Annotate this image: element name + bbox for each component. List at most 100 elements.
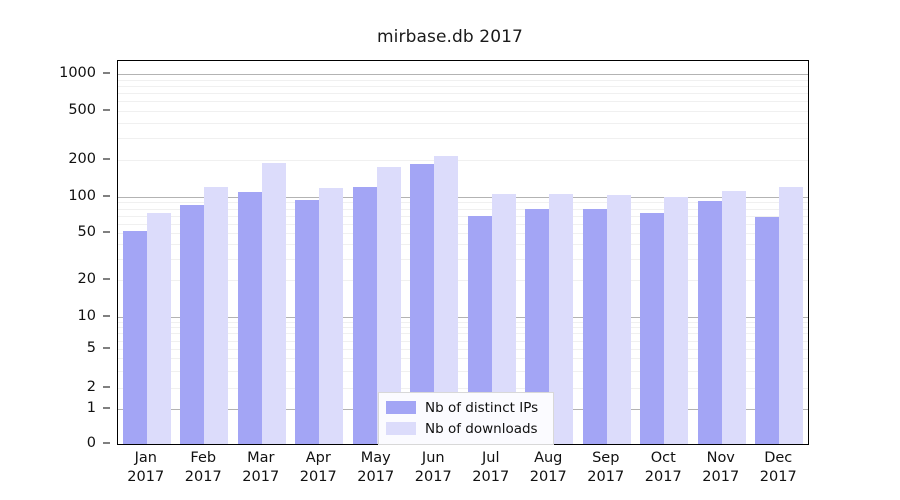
y-tick-label: 5 [86, 340, 96, 356]
x-tick-label: Dec 2017 [760, 449, 797, 487]
y-tick-mark [103, 195, 110, 197]
x-tick-month: Dec [764, 450, 793, 466]
x-tick-year: 2017 [242, 469, 280, 485]
x-tick-month: Apr [305, 450, 331, 466]
gridline [118, 317, 808, 318]
bar [664, 197, 689, 444]
x-tick-month: Nov [706, 450, 735, 466]
y-tick-mark [103, 158, 110, 160]
bar [122, 230, 147, 444]
y-tick-label: 1 [86, 400, 96, 416]
gridline [118, 327, 808, 329]
y-tick-label: 0 [86, 435, 96, 451]
y-axis: 0 1 2 5 10 20 50 100 200 500 1000 [0, 60, 110, 451]
gridline [118, 197, 808, 198]
x-tick-year: 2017 [414, 469, 452, 485]
y-tick-label: 500 [68, 102, 96, 118]
y-tick-label: 100 [68, 188, 96, 204]
bar [721, 191, 746, 444]
bar [146, 213, 171, 444]
gridline [118, 122, 808, 124]
x-tick-year: 2017 [299, 469, 337, 485]
bar [697, 200, 722, 444]
legend-swatch-icon [386, 401, 416, 414]
chart-title: mirbase.db 2017 [377, 27, 523, 47]
x-tick-month: Jan [134, 450, 157, 466]
gridline [118, 215, 808, 217]
x-tick-label: Feb 2017 [185, 449, 222, 487]
gridline [118, 223, 808, 225]
x-tick-label: Jun 2017 [415, 449, 452, 487]
gridline [118, 244, 808, 246]
legend-label: Nb of downloads [425, 420, 538, 437]
x-tick-year: 2017 [759, 469, 797, 485]
bar [779, 187, 804, 444]
bar [204, 187, 229, 444]
gridline [118, 93, 808, 95]
bar [237, 191, 262, 444]
x-tick-month: Feb [190, 450, 217, 466]
y-tick-label: 2 [86, 379, 96, 395]
bar [606, 194, 631, 444]
y-tick-mark [103, 231, 110, 233]
gridline [118, 280, 808, 281]
x-tick-label: Aug 2017 [530, 449, 567, 487]
x-tick-year: 2017 [184, 469, 222, 485]
gridline [118, 233, 808, 234]
legend-swatch-icon [386, 422, 416, 435]
x-tick-year: 2017 [127, 469, 165, 485]
y-tick-mark [103, 109, 110, 111]
bars-layer [118, 61, 808, 444]
y-tick-mark [103, 386, 110, 388]
x-tick-label: May 2017 [357, 449, 394, 487]
x-tick-label: Oct 2017 [645, 449, 682, 487]
y-tick-label: 10 [77, 308, 96, 324]
gridline [118, 111, 808, 112]
bar [640, 212, 665, 444]
x-tick-month: Aug [534, 450, 563, 466]
gridline [118, 333, 808, 335]
x-tick-label: Apr 2017 [300, 449, 337, 487]
bar [295, 199, 320, 444]
x-tick-month: Mar [247, 450, 275, 466]
bar [352, 187, 377, 444]
gridline [118, 340, 808, 342]
gridline [118, 101, 808, 103]
gridline [118, 259, 808, 261]
gridline [118, 208, 808, 210]
chart-legend: Nb of distinct IPs Nb of downloads [378, 392, 554, 445]
x-tick-year: 2017 [644, 469, 682, 485]
y-tick-label: 1000 [59, 65, 96, 81]
y-tick-label: 20 [77, 271, 96, 287]
y-tick-mark [103, 72, 110, 74]
y-tick-label: 200 [68, 151, 96, 167]
y-tick-mark [103, 278, 110, 280]
gridline [118, 138, 808, 140]
x-tick-month: Oct [650, 450, 676, 466]
x-tick-year: 2017 [587, 469, 625, 485]
x-tick-month: Sep [592, 450, 620, 466]
x-tick-month: May [360, 450, 391, 466]
plot-area [117, 60, 809, 445]
gridlines [118, 61, 808, 444]
x-tick-year: 2017 [357, 469, 395, 485]
x-tick-year: 2017 [702, 469, 740, 485]
y-tick-mark [103, 442, 110, 444]
bar [261, 163, 286, 444]
gridline [118, 74, 808, 75]
bar [582, 209, 607, 444]
bar [319, 188, 344, 444]
gridline [118, 321, 808, 323]
y-tick-label: 50 [77, 224, 96, 240]
bar [755, 217, 780, 444]
x-tick-month: Jul [482, 450, 500, 466]
x-tick-year: 2017 [529, 469, 567, 485]
legend-item-downloads: Nb of downloads [386, 418, 545, 439]
legend-label: Nb of distinct IPs [425, 399, 539, 416]
legend-item-distinct-ips: Nb of distinct IPs [386, 397, 545, 418]
gridline [118, 85, 808, 87]
gridline [118, 160, 808, 161]
gridline [118, 349, 808, 350]
x-axis: Jan 2017 Feb 2017 Mar 2017 Apr 2017 May 2017 Jun 20… [117, 449, 807, 499]
